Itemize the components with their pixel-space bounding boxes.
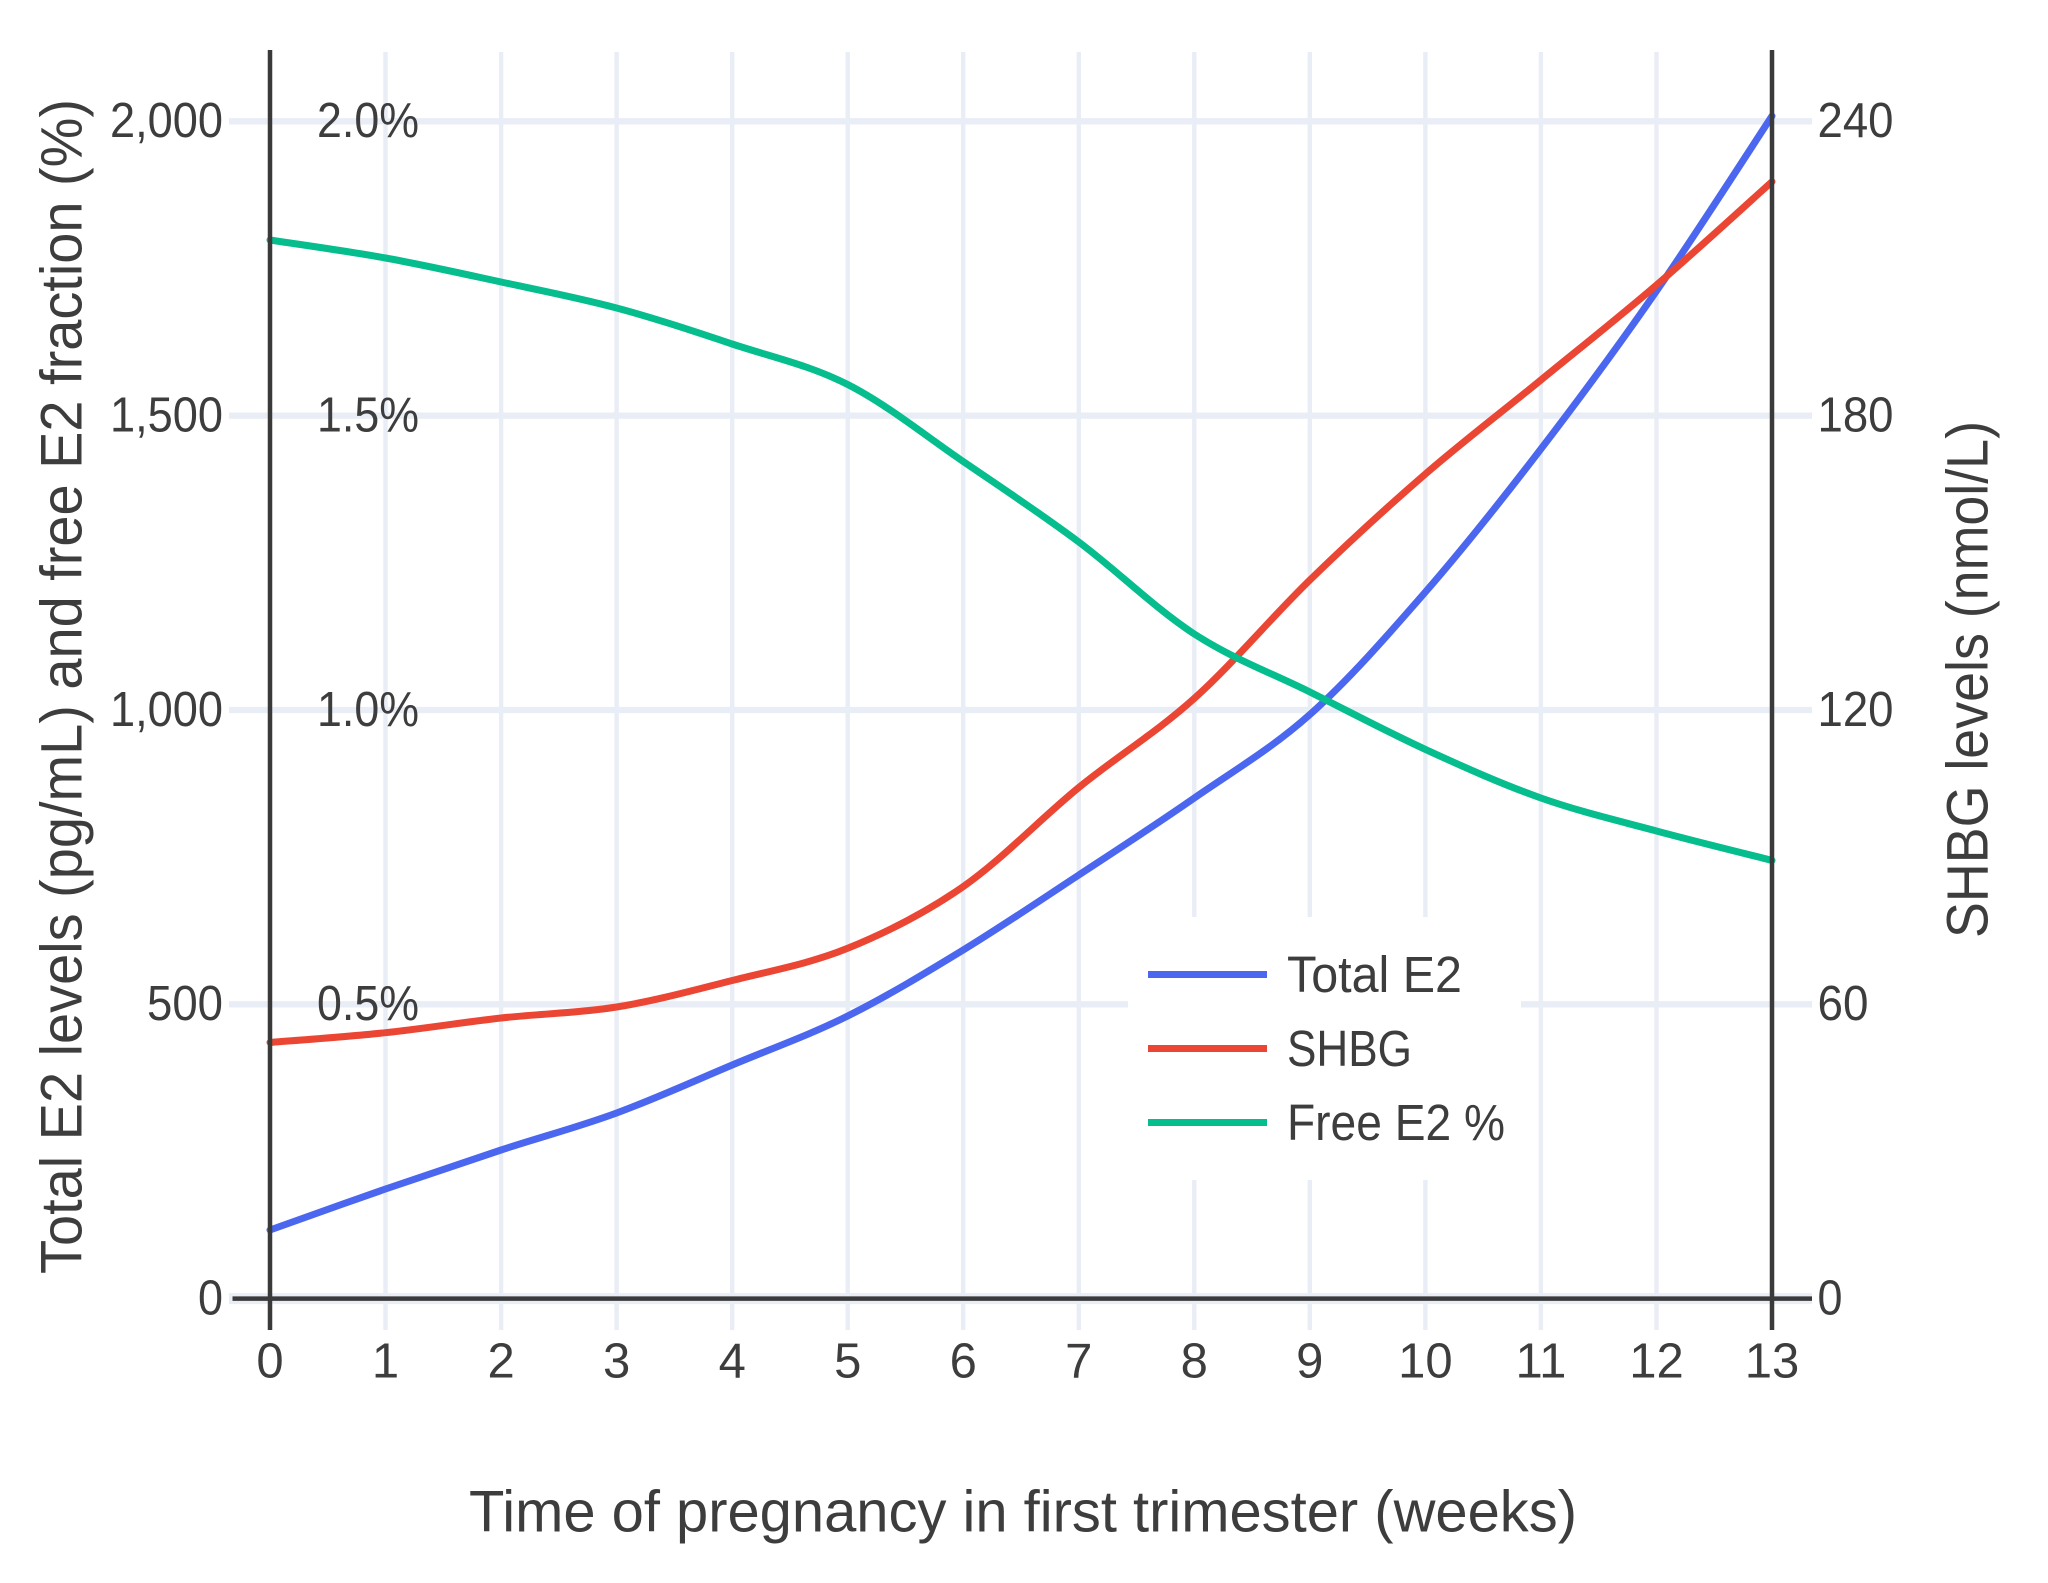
svg-text:13: 13	[1745, 1335, 1800, 1389]
svg-text:1.0%: 1.0%	[317, 683, 419, 737]
svg-text:1: 1	[372, 1335, 399, 1389]
svg-text:1.5%: 1.5%	[317, 388, 419, 442]
svg-text:0.5%: 0.5%	[317, 977, 419, 1031]
svg-text:Total E2: Total E2	[1287, 946, 1462, 1003]
svg-text:12: 12	[1629, 1335, 1684, 1389]
svg-text:2,000: 2,000	[110, 94, 223, 148]
svg-text:0: 0	[256, 1335, 283, 1389]
svg-text:Free E2 %: Free E2 %	[1287, 1094, 1505, 1151]
svg-text:500: 500	[147, 977, 223, 1031]
svg-text:7: 7	[1065, 1335, 1092, 1389]
svg-text:120: 120	[1818, 683, 1894, 737]
svg-text:6: 6	[950, 1335, 977, 1389]
svg-text:SHBG: SHBG	[1287, 1020, 1412, 1077]
svg-text:Time of pregnancy in first tri: Time of pregnancy in first trimester (we…	[469, 1480, 1577, 1545]
svg-text:180: 180	[1818, 388, 1894, 442]
svg-text:4: 4	[719, 1335, 746, 1389]
svg-text:0: 0	[1818, 1271, 1843, 1325]
svg-text:10: 10	[1398, 1335, 1453, 1389]
svg-text:2.0%: 2.0%	[317, 94, 419, 148]
svg-text:1,000: 1,000	[110, 683, 223, 737]
svg-text:0: 0	[198, 1271, 223, 1325]
svg-text:60: 60	[1818, 977, 1869, 1031]
svg-text:11: 11	[1515, 1335, 1566, 1389]
svg-text:9: 9	[1296, 1335, 1323, 1389]
svg-text:240: 240	[1818, 94, 1894, 148]
svg-text:8: 8	[1181, 1335, 1208, 1389]
svg-text:3: 3	[603, 1335, 630, 1389]
svg-text:5: 5	[834, 1335, 861, 1389]
svg-text:SHBG levels (nmol/L): SHBG levels (nmol/L)	[1936, 421, 2001, 938]
svg-text:Total E2 levels (pg/mL) and fr: Total E2 levels (pg/mL) and free E2 frac…	[30, 99, 95, 1274]
svg-text:1,500: 1,500	[110, 388, 223, 442]
svg-text:2: 2	[487, 1335, 514, 1389]
